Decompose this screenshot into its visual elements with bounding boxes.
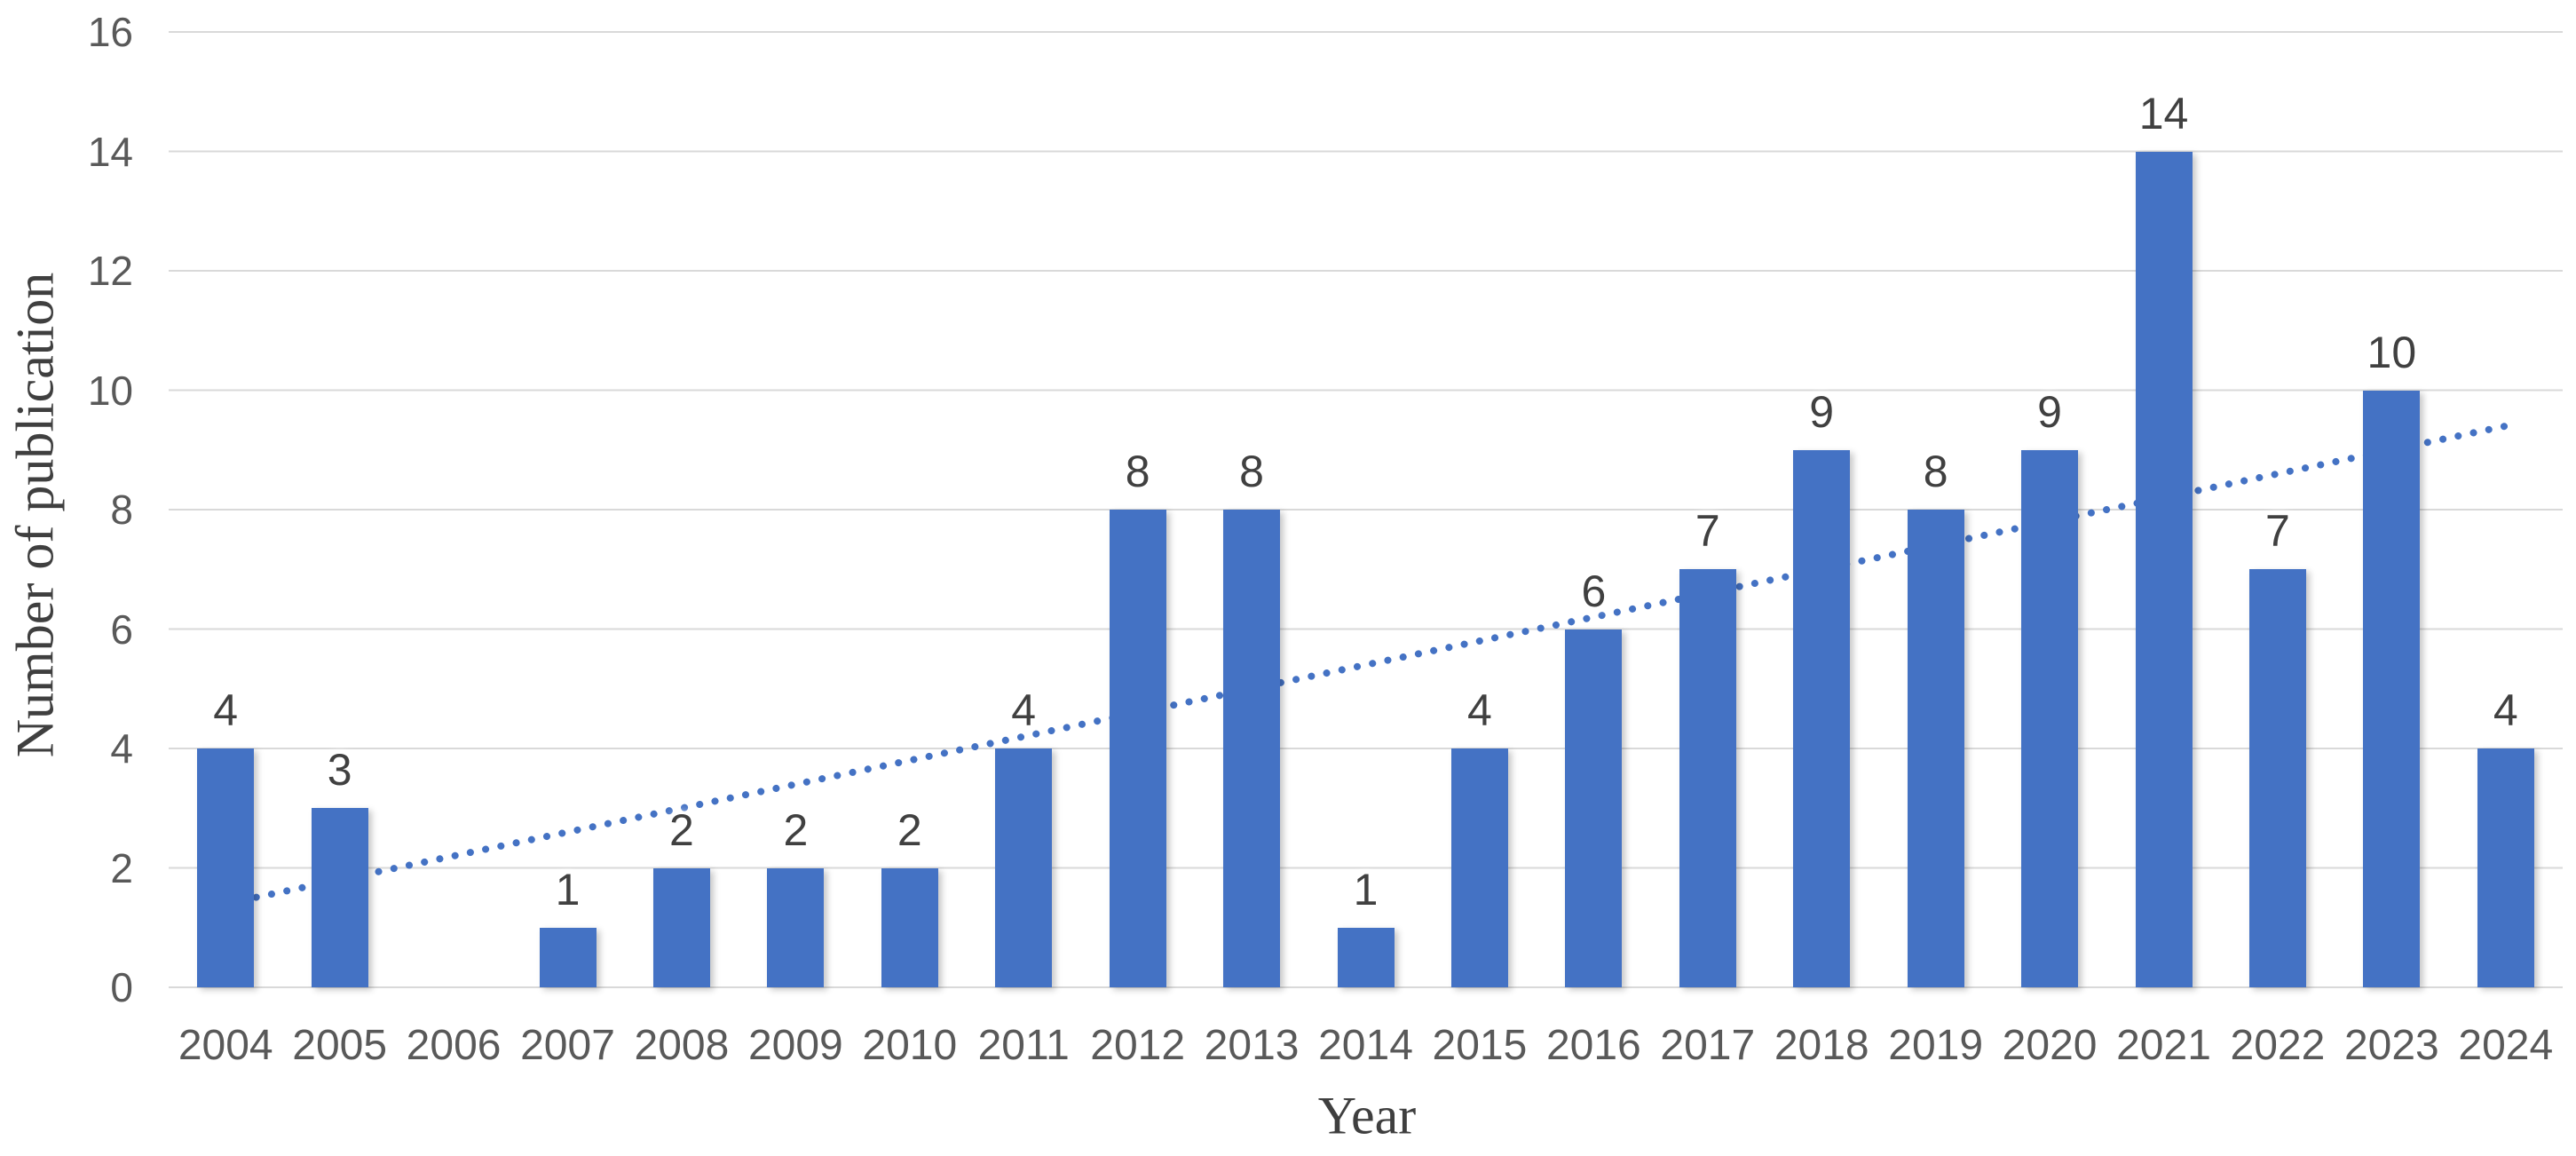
bar-2010	[881, 867, 938, 987]
data-label-2010: 2	[897, 804, 922, 855]
x-tick-label-2005: 2005	[292, 1022, 388, 1069]
data-label-2023: 10	[2367, 327, 2417, 377]
x-tick-label-2016: 2016	[1545, 1022, 1641, 1069]
bar-2017	[1679, 569, 1736, 987]
x-tick-label-2008: 2008	[634, 1022, 730, 1069]
data-label-2018: 9	[1809, 386, 1835, 437]
bar-2021	[2135, 151, 2193, 987]
x-tick-label-2006: 2006	[406, 1022, 502, 1069]
bar-2008	[652, 867, 710, 987]
x-tick-label-2020: 2020	[2002, 1022, 2098, 1069]
x-tick-label-2015: 2015	[1432, 1022, 1528, 1069]
y-tick-label-16: 16	[87, 9, 133, 55]
x-tick-label-2007: 2007	[520, 1022, 615, 1069]
x-tick-label-2012: 2012	[1090, 1022, 1186, 1069]
bar-2022	[2248, 569, 2306, 987]
y-tick-label-10: 10	[87, 367, 133, 414]
x-tick-label-2014: 2014	[1318, 1022, 1413, 1069]
data-label-2019: 8	[1923, 447, 1948, 496]
x-tick-label-2021: 2021	[2116, 1022, 2211, 1069]
data-label-2007: 1	[555, 864, 581, 915]
y-tick-label-2: 2	[110, 844, 133, 891]
bar-2012	[1109, 510, 1166, 987]
bar-2013	[1223, 510, 1281, 987]
data-label-2011: 4	[1011, 685, 1037, 735]
data-label-2017: 7	[1695, 506, 1720, 557]
bar-2024	[2477, 748, 2534, 987]
trendline	[222, 422, 2509, 907]
bar-2007	[539, 927, 597, 987]
bar-2011	[995, 748, 1053, 987]
bar-2016	[1565, 629, 1623, 987]
bar-2014	[1337, 927, 1395, 987]
x-tick-label-2010: 2010	[862, 1022, 958, 1069]
x-tick-label-2019: 2019	[1888, 1022, 1984, 1069]
x-tick-label-2023: 2023	[2343, 1022, 2439, 1069]
data-label-2024: 4	[2493, 685, 2518, 735]
data-label-2020: 9	[2037, 386, 2062, 437]
data-label-2014: 1	[1353, 864, 1379, 915]
bar-2019	[1907, 510, 1964, 987]
y-tick-label-4: 4	[110, 725, 133, 772]
data-label-2009: 2	[783, 804, 809, 855]
x-tick-label-2017: 2017	[1660, 1022, 1756, 1069]
data-label-2012: 8	[1125, 447, 1150, 496]
x-tick-label-2018: 2018	[1774, 1022, 1869, 1069]
bar-2009	[767, 867, 825, 987]
data-label-2008: 2	[669, 804, 694, 855]
x-axis-title: Year	[1317, 1086, 1417, 1145]
x-tick-label-2024: 2024	[2458, 1022, 2554, 1069]
y-tick-label-0: 0	[110, 964, 133, 1010]
x-tick-label-2013: 2013	[1204, 1022, 1300, 1069]
bar-2004	[197, 748, 255, 987]
x-tick-label-2011: 2011	[977, 1022, 1070, 1069]
x-tick-label-2009: 2009	[747, 1022, 843, 1069]
x-tick-label-2022: 2022	[2230, 1022, 2326, 1069]
data-label-2016: 6	[1581, 566, 1607, 616]
bar-2020	[2021, 449, 2079, 987]
bar-2015	[1450, 748, 1508, 987]
y-tick-label-6: 6	[110, 606, 133, 653]
y-tick-label-8: 8	[110, 487, 133, 533]
bar-2023	[2363, 390, 2421, 987]
x-tick-label-2004: 2004	[178, 1022, 273, 1069]
data-label-2021: 14	[2138, 88, 2189, 139]
bar-2018	[1793, 449, 1851, 987]
y-tick-label-12: 12	[87, 248, 133, 294]
y-tick-label-14: 14	[87, 128, 133, 175]
data-label-2013: 8	[1239, 447, 1264, 496]
bar-2005	[311, 808, 368, 987]
data-label-2005: 3	[327, 745, 352, 796]
data-label-2015: 4	[1467, 685, 1492, 735]
data-label-2004: 4	[213, 685, 239, 735]
data-label-2022: 7	[2265, 506, 2290, 557]
